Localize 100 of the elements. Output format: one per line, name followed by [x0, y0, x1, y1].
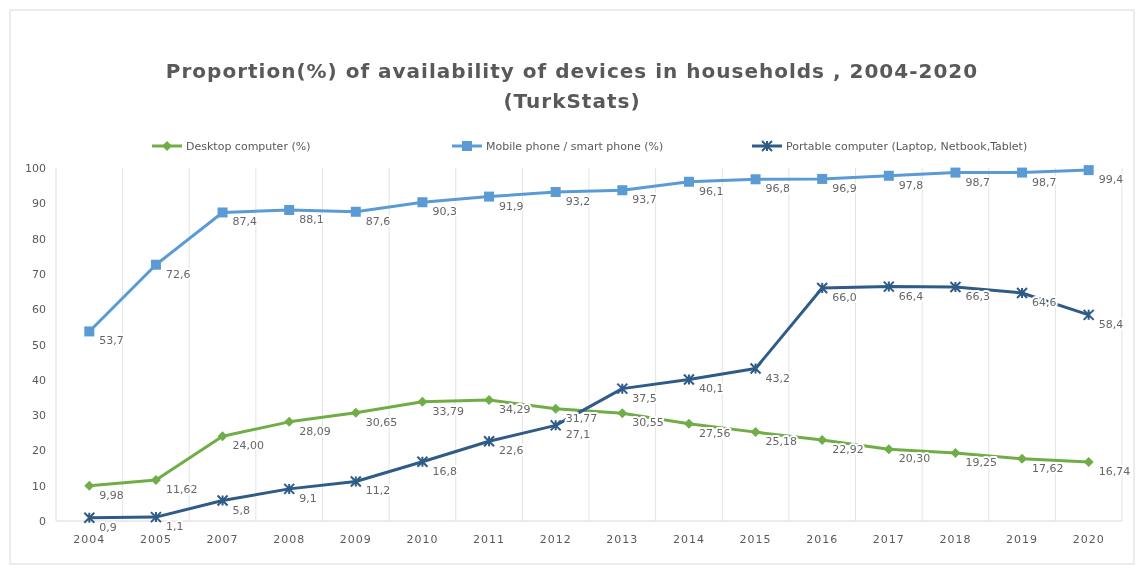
point: [550, 187, 561, 197]
point: [84, 326, 95, 337]
point: [84, 480, 95, 491]
data-label: 25,18: [765, 435, 798, 449]
point: [216, 494, 229, 507]
x-tick-label: 2017: [872, 533, 905, 546]
point: [1082, 308, 1095, 321]
data-label: 11,2: [365, 484, 391, 498]
point: [882, 280, 895, 293]
point: [484, 191, 495, 202]
point: [817, 173, 828, 184]
point: [1017, 167, 1028, 178]
point: [617, 408, 628, 419]
data-label: 72,6: [165, 267, 191, 281]
point: [817, 435, 828, 446]
data-label: 33,79: [432, 404, 464, 418]
y-tick-label: 80: [32, 232, 46, 246]
x-tick-label: 2007: [206, 533, 239, 546]
data-label: 16,74: [1098, 464, 1131, 478]
x-tick-label: 2019: [1006, 533, 1039, 546]
y-tick-label: 40: [32, 373, 46, 387]
data-label: 37,5: [632, 391, 657, 405]
x-tick-label: 2013: [606, 533, 639, 546]
point: [883, 444, 894, 455]
y-tick-label: 90: [32, 197, 46, 211]
data-label: 28,09: [299, 424, 331, 438]
data-label: 66,4: [898, 289, 924, 303]
data-label: 27,56: [698, 426, 731, 440]
chart-title: Proportion(%) of availability of devices in households , 2004-2020 (TurkStats): [165, 59, 979, 113]
data-label: 93,7: [632, 193, 657, 207]
data-label: 96,9: [832, 181, 857, 195]
data-label: 93,2: [565, 195, 591, 208]
point: [682, 373, 695, 386]
data-label: 31,77: [565, 411, 598, 425]
data-label: 22,92: [832, 443, 864, 457]
data-label: 53,7: [99, 334, 124, 348]
data-label: 43,2: [765, 371, 791, 385]
point: [417, 396, 428, 407]
data-label: 1,1: [165, 520, 184, 534]
point: [550, 403, 561, 414]
y-tick-label: 70: [32, 267, 46, 281]
data-label: 0,9: [99, 520, 117, 534]
point: [750, 174, 761, 185]
x-tick-label: 2014: [672, 533, 705, 546]
data-label: 97,8: [898, 178, 924, 192]
point: [949, 280, 962, 293]
point: [217, 207, 228, 218]
point: [1016, 286, 1029, 299]
data-label: 99,4: [1098, 173, 1124, 187]
x-tick-label: 2016: [806, 533, 839, 546]
data-label: 24,00: [232, 439, 265, 453]
x-tick-label: 2009: [339, 533, 372, 546]
data-label: 96,1: [698, 184, 724, 198]
point: [1083, 456, 1094, 467]
x-tick-label: 2018: [939, 533, 972, 546]
data-label: 98,7: [1032, 175, 1057, 189]
point: [483, 435, 496, 448]
legend-label: Mobile phone / smart phone (%): [486, 140, 664, 153]
point: [83, 511, 96, 524]
data-label: 11,62: [165, 482, 198, 496]
x-tick-label: 2012: [539, 533, 572, 546]
x-tick-label: 2015: [739, 533, 772, 546]
point: [750, 427, 761, 438]
point: [350, 206, 361, 217]
y-tick-label: 100: [25, 162, 46, 175]
point: [150, 259, 161, 270]
y-tick-label: 30: [32, 409, 46, 423]
data-label: 27,1: [565, 428, 591, 442]
point: [683, 418, 694, 429]
point: [549, 419, 562, 432]
data-label: 9,1: [299, 491, 317, 505]
data-label: 90,3: [432, 205, 457, 219]
point: [283, 482, 296, 495]
point: [484, 394, 495, 405]
data-label: 91,9: [499, 199, 524, 213]
x-tick-label: 2004: [73, 533, 106, 546]
point: [617, 185, 628, 196]
point: [683, 176, 694, 187]
data-label: 22,6: [499, 444, 524, 458]
data-label: 87,4: [232, 215, 258, 229]
point: [1083, 165, 1094, 176]
point: [883, 170, 894, 181]
data-label: 66,0: [832, 291, 857, 305]
x-tick-label: 2011: [473, 533, 506, 546]
data-label: 30,55: [632, 416, 664, 430]
x-tick-label: 2020: [1072, 533, 1105, 546]
data-label: 19,25: [965, 456, 997, 470]
data-label: 30,65: [365, 415, 398, 429]
point: [417, 197, 428, 208]
point: [284, 205, 295, 216]
point: [950, 448, 961, 459]
point: [284, 416, 295, 427]
data-label: 66,3: [965, 289, 990, 303]
data-label: 58,4: [1098, 317, 1124, 331]
data-label: 40,1: [698, 382, 724, 396]
data-label: 5,8: [232, 503, 251, 517]
x-tick-label: 2008: [273, 533, 306, 546]
data-label: 16,8: [432, 464, 457, 478]
data-label: 96,8: [765, 182, 791, 196]
point: [616, 382, 629, 395]
